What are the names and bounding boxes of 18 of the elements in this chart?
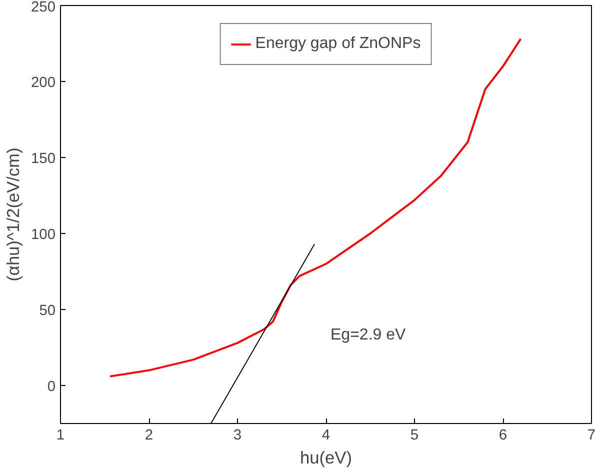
y-tick-label: 100 <box>31 227 56 243</box>
y-tick-label: 0 <box>47 379 56 395</box>
x-tick-label: 6 <box>498 428 508 444</box>
y-tick-label: 250 <box>31 0 56 16</box>
legend-label: Energy gap of ZnONPs <box>255 35 421 53</box>
x-tick-label: 1 <box>56 428 65 444</box>
y-tick-label: 150 <box>31 151 56 167</box>
x-tick-label: 3 <box>233 428 242 444</box>
x-tick-label: 4 <box>322 428 330 444</box>
annotation: Eg=2.9 eV <box>330 326 406 344</box>
x-tick-label: 7 <box>587 428 596 444</box>
line-series <box>109 38 522 378</box>
x-tick-label: 2 <box>144 428 154 444</box>
x-tick-label: 5 <box>410 428 419 444</box>
x-axis-title: hu(eV) <box>300 448 352 468</box>
y-tick-label: 200 <box>31 75 56 91</box>
y-tick-label: 50 <box>39 303 56 319</box>
y-axis-title: (αhu)^1/2(eV/cm) <box>3 148 24 282</box>
